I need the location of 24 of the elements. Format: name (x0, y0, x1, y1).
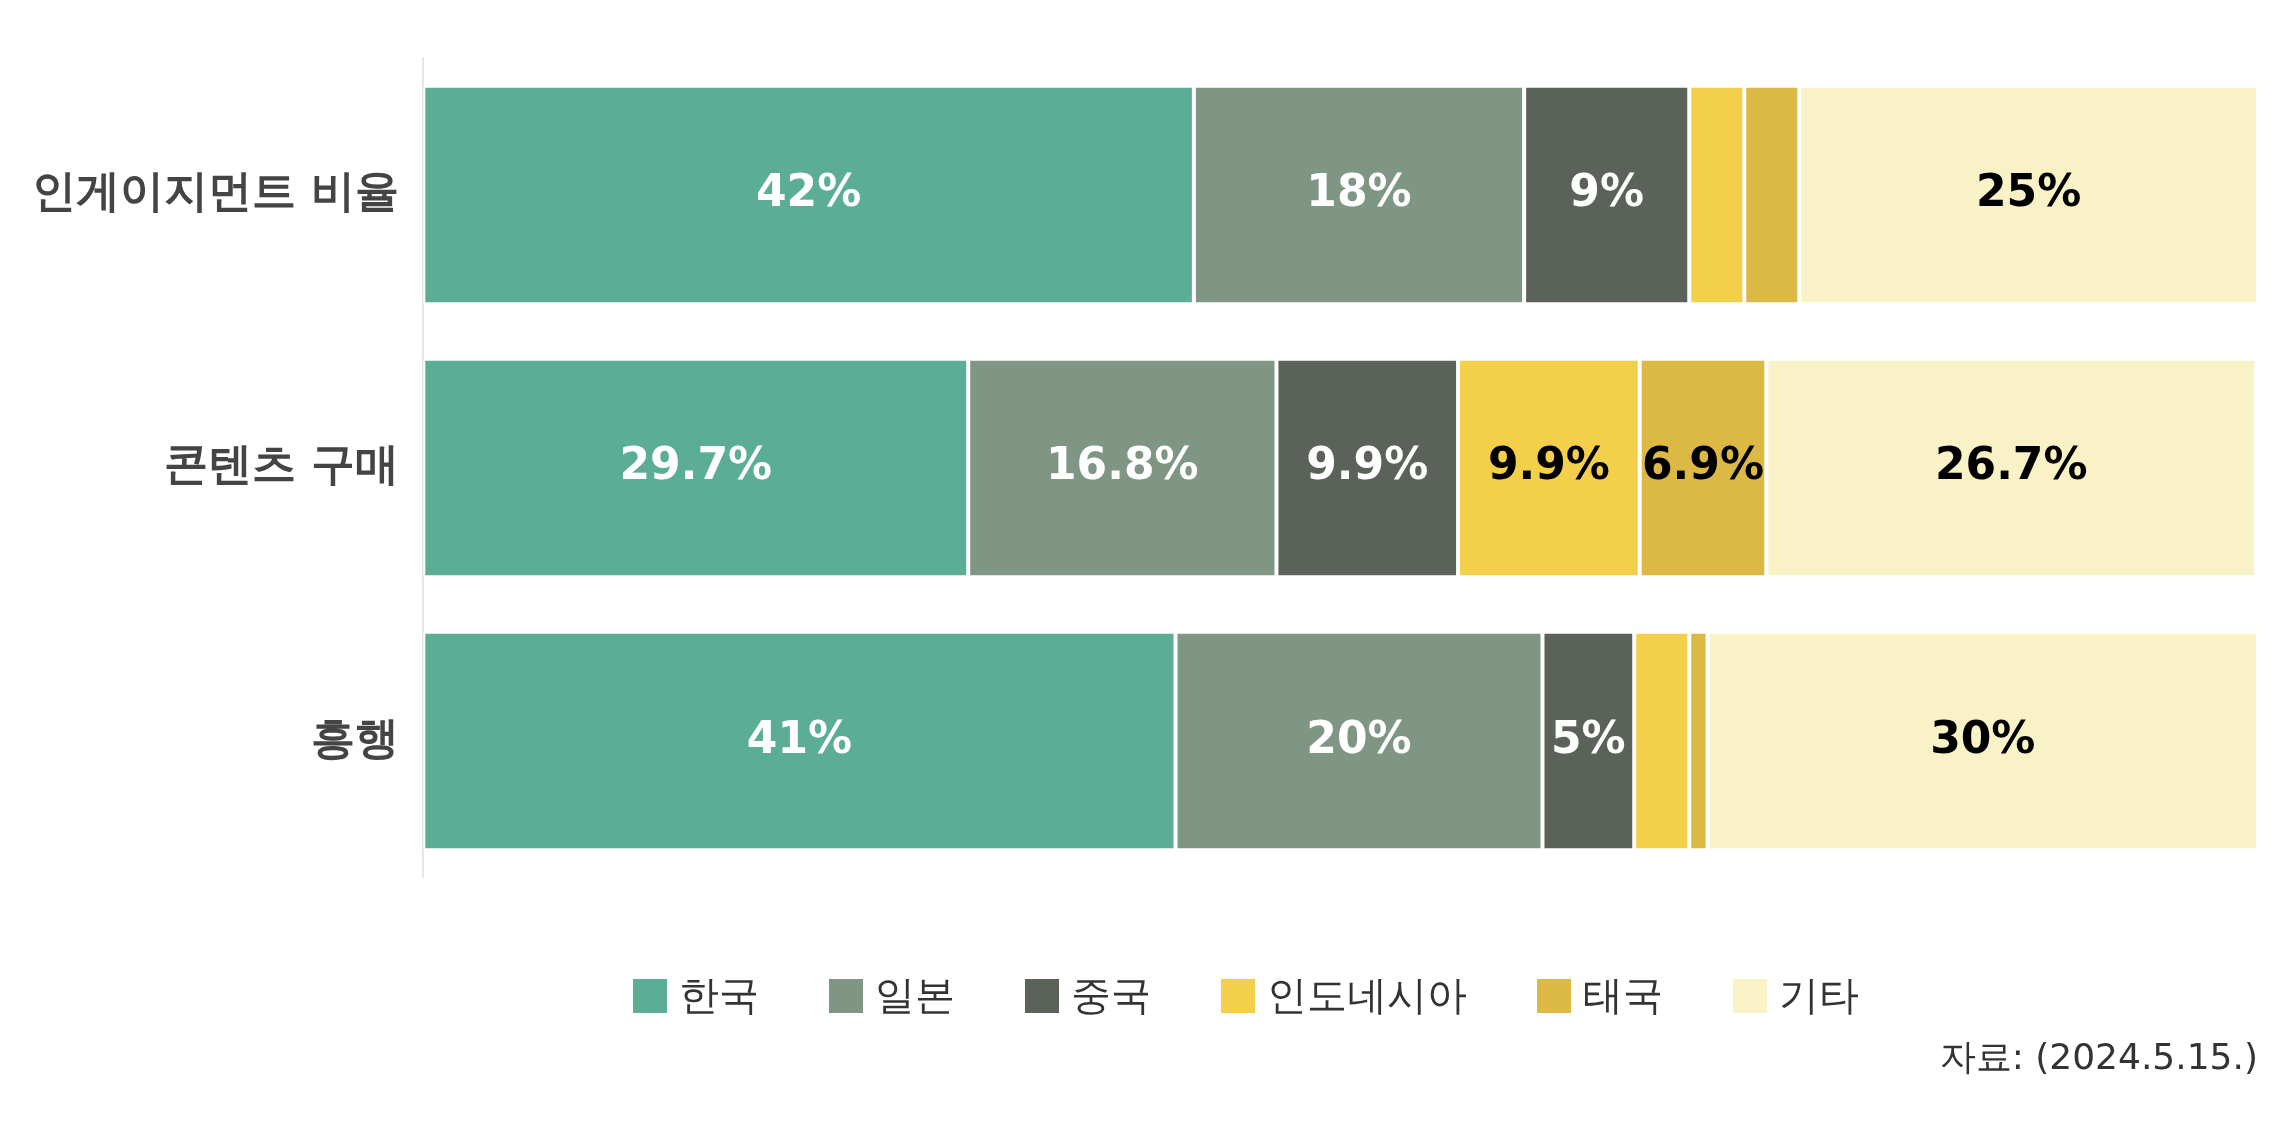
data-label: 29.7% (619, 438, 773, 490)
legend-label: 일본 (875, 971, 955, 1020)
data-label: 20% (1306, 711, 1412, 763)
text: 자료: (2024.5.15.) (1938, 1035, 2258, 1079)
data-label: 5% (1550, 711, 1626, 763)
data-label: 30% (1930, 711, 2036, 763)
data-label: 16.8% (1046, 438, 1199, 490)
data-label: 26.7% (1934, 438, 2088, 490)
data-label: 25% (1976, 165, 2082, 217)
legend-label: 중국 (1071, 971, 1151, 1020)
legend-label: 한국 (679, 971, 759, 1020)
data-label: 6.9% (1641, 438, 1765, 490)
data-label: 41% (746, 711, 853, 763)
data-label: 9% (1569, 165, 1645, 217)
data-label: 18% (1306, 165, 1412, 217)
legend-label: 기타 (1779, 971, 1859, 1020)
y-tick-label: 흥행 (311, 711, 400, 763)
y-tick-label: 인게이지먼트 비율 (31, 165, 400, 217)
data-label: 9.9% (1306, 438, 1429, 490)
legend-label: 인도네시아 (1267, 971, 1467, 1020)
data-label: 9.9% (1487, 438, 1610, 490)
data-label: 42% (755, 165, 862, 217)
legend-label: 태국 (1583, 971, 1663, 1020)
y-tick-label: 콘텐츠 구매 (163, 438, 400, 490)
